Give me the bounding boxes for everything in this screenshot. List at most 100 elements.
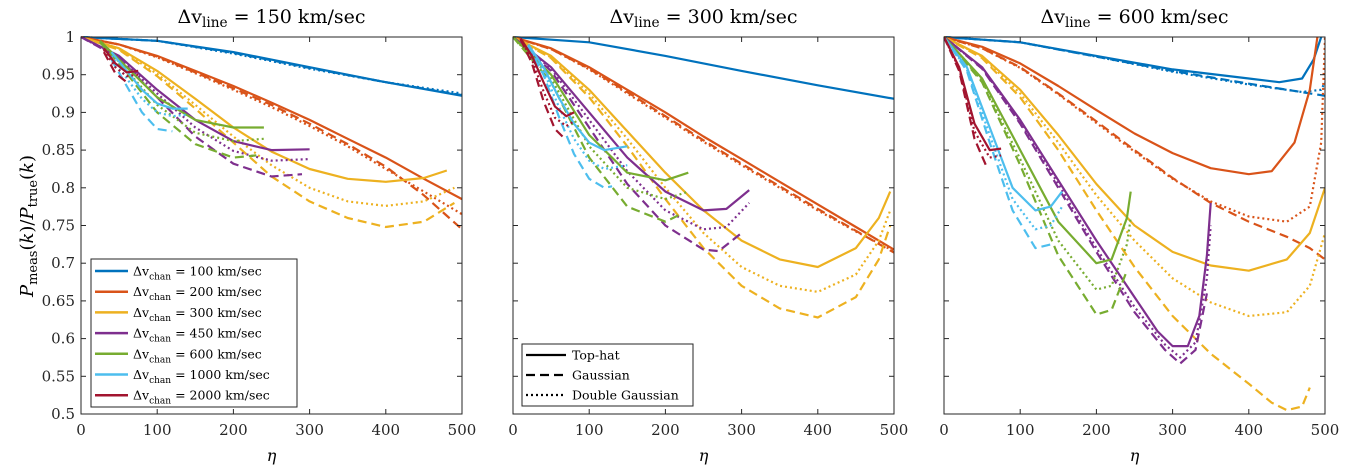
series-line-450-dotted (81, 36, 310, 162)
series-line-200-dotted (944, 36, 1325, 223)
series-line-1000-dashed (944, 36, 1051, 250)
panel-title: Δvline = 150 km/sec (178, 6, 366, 31)
y-tick-label: 0.6 (51, 330, 75, 348)
series-line-1000-solid (944, 36, 1063, 212)
series-line-600-dashed (99, 41, 257, 159)
y-tick-label: 0.5 (51, 405, 75, 423)
x-tick-label: 200 (651, 421, 680, 439)
legend-label-dashed: Gaussian (572, 368, 630, 383)
series-line-600-dotted (99, 40, 264, 143)
series-line-100-dashed (944, 36, 1325, 97)
series-line-1000-dashed (527, 45, 613, 189)
series-line-200-dashed (81, 36, 462, 231)
series-group (944, 36, 1325, 412)
legend-label-300: Δvchan = 300 km/sec (133, 305, 262, 324)
x-tick-label: 100 (143, 421, 172, 439)
series-line-1000-dotted (110, 55, 188, 118)
series-line-450-dotted (513, 36, 750, 231)
series-line-100-solid (513, 36, 894, 100)
legend-label-600: Δvchan = 600 km/sec (133, 346, 262, 365)
x-tick-label: 300 (1158, 421, 1187, 439)
legend-label-2000: Δvchan = 2000 km/sec (133, 388, 270, 407)
series-line-200-dotted (513, 36, 894, 253)
series-line-1000-solid (110, 51, 188, 110)
panel-title: Δvline = 300 km/sec (610, 6, 798, 31)
x-tick-label: 0 (939, 421, 949, 439)
x-tick-label: 500 (448, 421, 477, 439)
series-line-2000-dotted (102, 49, 139, 78)
x-tick-label: 300 (295, 421, 324, 439)
series-line-300-dashed (513, 36, 892, 319)
y-tick-label: 1 (65, 28, 75, 46)
x-axis-label: η (1130, 446, 1140, 465)
series-line-100-dotted (944, 36, 1325, 94)
y-tick-label: 0.85 (42, 141, 75, 159)
panel-3: 0 100 200 300 400 500 Δvline = 600 km/sec η (939, 6, 1339, 465)
series-line-1000-dotted (944, 36, 1064, 231)
series-line-200-solid (81, 36, 462, 201)
series-line-600-dashed (944, 36, 1128, 316)
x-tick-label: 400 (1234, 421, 1263, 439)
series-line-100-solid (944, 36, 1323, 84)
series-line-100-dotted (81, 36, 462, 95)
series-line-200-solid (944, 36, 1319, 176)
x-tick-label: 500 (880, 421, 909, 439)
y-tick-label: 0.7 (51, 254, 75, 272)
series-line-600-solid (944, 36, 1132, 265)
series-line-200-dashed (513, 36, 894, 254)
series-line-450-solid (81, 36, 310, 152)
y-tick-label: 0.95 (42, 66, 75, 84)
series-line-2000-dashed (944, 36, 987, 166)
series-line-300-solid (944, 36, 1325, 272)
y-tick-label: 0.9 (51, 103, 75, 121)
series-line-2000-solid (103, 47, 139, 74)
y-tick-label: 0.8 (51, 179, 75, 197)
legend-profiles: Top-hat Gaussian Double Gaussian (521, 343, 694, 407)
panel-2: 0 100 200 300 400 500 Δvline = 300 km/sec η (508, 6, 908, 465)
series-line-300-dotted (513, 36, 892, 293)
series-line-300-dashed (81, 36, 455, 229)
x-tick-label: 100 (575, 421, 604, 439)
x-tick-label: 500 (1311, 421, 1340, 439)
x-axis-label: η (699, 446, 709, 465)
y-tick-label: 0.55 (42, 367, 75, 385)
series-line-300-dashed (944, 36, 1311, 412)
y-tick-label: 0.75 (42, 217, 75, 235)
x-tick-label: 100 (1006, 421, 1035, 439)
series-line-600-dotted (944, 36, 1132, 291)
y-axis-label: Pmeas(k)/Ptrue(k) (17, 155, 41, 298)
panel-title: Δvline = 600 km/sec (1041, 6, 1229, 31)
series-line-1000-solid (527, 43, 628, 152)
series-line-600-dashed (513, 36, 682, 223)
x-tick-label: 200 (219, 421, 248, 439)
series-line-2000-solid (519, 37, 575, 118)
series-line-2000-dashed (102, 51, 128, 84)
series-line-2000-dashed (519, 38, 564, 138)
y-tick-label: 0.65 (42, 292, 75, 310)
legend-label-200: Δvchan = 200 km/sec (133, 284, 262, 303)
legend-label-100: Δvchan = 100 km/sec (133, 264, 262, 283)
series-line-100-dashed (81, 36, 462, 97)
series-group (513, 36, 894, 319)
x-tick-label: 200 (1082, 421, 1111, 439)
series-line-200-dotted (81, 36, 462, 216)
legend-label-dotted: Double Gaussian (572, 388, 679, 403)
x-tick-label: 400 (803, 421, 832, 439)
series-line-200-solid (513, 36, 894, 251)
x-tick-label: 300 (727, 421, 756, 439)
panel-1: 0 100 200 300 400 500 0.5 0.55 0.6 0.65 0.7 0.75 0.8… (42, 6, 477, 465)
series-line-300-solid (81, 36, 448, 183)
x-tick-label: 0 (76, 421, 86, 439)
series-line-450-solid (513, 36, 750, 212)
x-tick-label: 400 (371, 421, 400, 439)
series-line-450-dashed (944, 36, 1208, 365)
x-tick-label: 0 (508, 421, 518, 439)
series-line-2000-dotted (519, 38, 575, 128)
legend-label-450: Δvchan = 450 km/sec (133, 326, 262, 345)
series-line-450-solid (944, 36, 1212, 348)
series-line-300-dotted (81, 36, 455, 207)
legend-label-solid: Top-hat (572, 348, 620, 363)
series-group (81, 36, 462, 231)
